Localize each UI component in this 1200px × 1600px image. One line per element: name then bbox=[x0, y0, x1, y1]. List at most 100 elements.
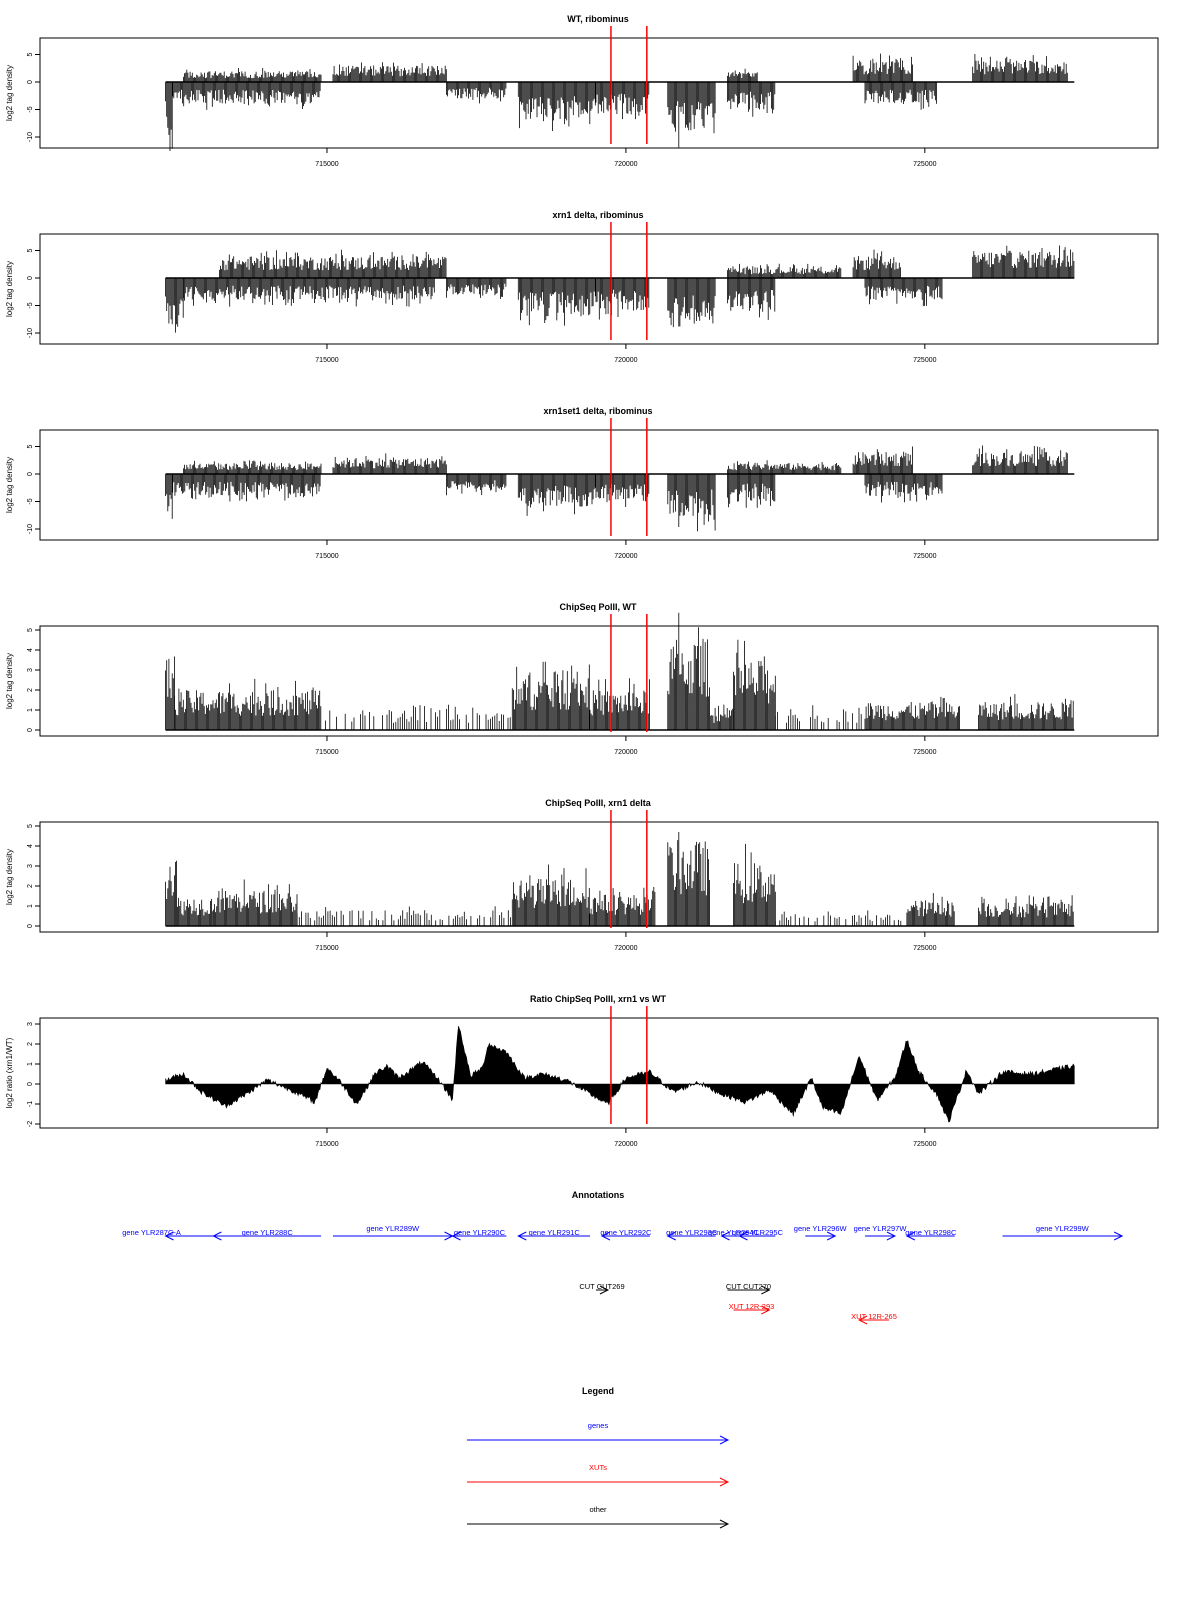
y-tick-label: -10 bbox=[27, 328, 34, 338]
x-tick-label: 725000 bbox=[913, 553, 936, 560]
plot-frame bbox=[39, 821, 1159, 933]
y-tick-label: 0 bbox=[27, 924, 34, 928]
plot-frame bbox=[39, 1017, 1159, 1129]
feature-arrow-gene-head bbox=[886, 1231, 897, 1241]
feature-label-gene: gene YLR293C bbox=[666, 1228, 718, 1237]
feature-arrow-gene-head bbox=[451, 1231, 461, 1241]
y-tick-label: 2 bbox=[27, 688, 34, 692]
ratio-area bbox=[165, 1026, 1075, 1123]
y-tick-label: 2 bbox=[27, 1042, 34, 1046]
signal-bars bbox=[165, 245, 1075, 333]
y-tick-label: 0 bbox=[27, 1082, 34, 1086]
feature-arrow-gene-head bbox=[720, 1231, 730, 1241]
chart-title: Ratio ChipSeq PolII, xrn1 vs WT bbox=[530, 994, 667, 1004]
feature-label-xut: XUT 12R-293 bbox=[729, 1302, 775, 1311]
feature-arrow-gene-head bbox=[517, 1231, 527, 1241]
x-tick-label: 715000 bbox=[315, 553, 338, 560]
data-series bbox=[165, 612, 1075, 731]
y-tick-label: 2 bbox=[27, 884, 34, 888]
y-axis-label: log2 ratio (xrn1/WT) bbox=[5, 1037, 14, 1108]
x-tick-label: 720000 bbox=[614, 357, 637, 364]
y-tick-label: 0 bbox=[27, 80, 34, 84]
feature-arrow-gene-head bbox=[905, 1231, 916, 1241]
x-tick-label: 715000 bbox=[315, 357, 338, 364]
y-tick-label: -10 bbox=[27, 524, 34, 534]
data-series bbox=[165, 1026, 1075, 1123]
x-tick-label: 720000 bbox=[614, 553, 637, 560]
legend-item-label: other bbox=[589, 1505, 607, 1514]
feature-label-other: CUT CUT270 bbox=[726, 1282, 771, 1291]
feature-label-gene: gene YLR298C bbox=[905, 1228, 957, 1237]
legend-item-arrow-head bbox=[719, 1477, 730, 1487]
plot-frame bbox=[39, 233, 1159, 345]
feature-label-gene: gene YLR292C bbox=[600, 1228, 652, 1237]
legend-item-label: XUTs bbox=[589, 1463, 607, 1472]
feature-label-xut: XUT 12R-265 bbox=[851, 1312, 897, 1321]
y-tick-label: -1 bbox=[27, 1101, 34, 1107]
x-tick-label: 725000 bbox=[913, 357, 936, 364]
y-tick-label: -5 bbox=[27, 106, 34, 112]
y-tick-label: -5 bbox=[27, 302, 34, 308]
feature-arrow-xut-head bbox=[761, 1305, 771, 1315]
chart-panel-2: xrn1 delta, ribominus log2 tag density 5 0 -… bbox=[5, 210, 1159, 364]
feature-label-other: CUT CUT269 bbox=[579, 1282, 624, 1291]
signal-bars bbox=[165, 53, 1068, 151]
y-axis-label: log2 tag density bbox=[5, 261, 14, 317]
plot-frame bbox=[39, 429, 1159, 541]
x-tick-label: 720000 bbox=[614, 749, 637, 756]
feature-arrow-gene-head bbox=[826, 1231, 837, 1241]
feature-label-gene: gene YLR289W bbox=[366, 1224, 420, 1233]
y-axis-label: log2 tag density bbox=[5, 849, 14, 905]
chart-panel-6: Ratio ChipSeq PolII, xrn1 vs WT log2 rati… bbox=[5, 994, 1159, 1148]
legend-title: Legend bbox=[582, 1386, 614, 1396]
signal-bars bbox=[165, 445, 1068, 532]
feature-arrow-gene-head bbox=[600, 1231, 611, 1241]
feature-label-gene: gene YLR297W bbox=[854, 1224, 908, 1233]
y-tick-label: 4 bbox=[27, 844, 34, 848]
y-tick-label: 1 bbox=[27, 1062, 34, 1066]
x-tick-label: 715000 bbox=[315, 1141, 338, 1148]
chart-panel-5: ChipSeq PolII, xrn1 delta log2 tag densit… bbox=[5, 798, 1159, 952]
y-tick-label: 3 bbox=[27, 864, 34, 868]
y-tick-label: 0 bbox=[27, 276, 34, 280]
chart-title: ChipSeq PolII, xrn1 delta bbox=[545, 798, 652, 808]
y-tick-label: 3 bbox=[27, 668, 34, 672]
x-tick-label: 725000 bbox=[913, 945, 936, 952]
feature-label-gene: gene YLR288C bbox=[242, 1228, 294, 1237]
annotations-title: Annotations bbox=[572, 1190, 625, 1200]
chart-title: ChipSeq PolII, WT bbox=[560, 602, 637, 612]
feature-label-gene: gene YLR294C bbox=[708, 1228, 760, 1237]
feature-arrow-gene-head bbox=[212, 1231, 222, 1241]
x-tick-label: 715000 bbox=[315, 161, 338, 168]
legend: Legend genes XUTs other bbox=[467, 1386, 730, 1529]
legend-item-arrow-head bbox=[719, 1519, 730, 1529]
feature-label-gene: gene YLR295C bbox=[732, 1228, 784, 1237]
signal-bars bbox=[165, 612, 1074, 730]
feature-label-gene: gene YLR291C bbox=[529, 1228, 581, 1237]
y-tick-label: 5 bbox=[27, 248, 34, 252]
legend-item-label: genes bbox=[588, 1421, 609, 1430]
chart-title: WT, ribominus bbox=[567, 14, 629, 24]
y-axis-label: log2 tag density bbox=[5, 457, 14, 513]
y-tick-label: 5 bbox=[27, 52, 34, 56]
feature-label-gene: gene YLR290C bbox=[454, 1228, 506, 1237]
feature-arrow-gene-head bbox=[666, 1231, 676, 1241]
y-tick-label: -5 bbox=[27, 498, 34, 504]
x-tick-label: 720000 bbox=[614, 945, 637, 952]
plot-frame bbox=[39, 625, 1159, 737]
y-axis-label: log2 tag density bbox=[5, 653, 14, 709]
y-tick-label: 5 bbox=[27, 824, 34, 828]
y-tick-label: -2 bbox=[27, 1121, 34, 1127]
chart-panel-3: xrn1set1 delta, ribominus log2 tag densit… bbox=[5, 406, 1159, 560]
feature-label-gene: gene YLR299W bbox=[1036, 1224, 1090, 1233]
feature-arrow-xut-head bbox=[857, 1315, 868, 1325]
annotations-track: Annotations gene YLR287C-A gene YLR288C gen… bbox=[122, 1190, 1124, 1325]
y-tick-label: 1 bbox=[27, 904, 34, 908]
x-tick-label: 720000 bbox=[614, 161, 637, 168]
chart-title: xrn1 delta, ribominus bbox=[552, 210, 643, 220]
chart-title: xrn1set1 delta, ribominus bbox=[543, 406, 652, 416]
x-tick-label: 715000 bbox=[315, 945, 338, 952]
chart-panel-1: WT, ribominus log2 tag density 5 0 -5 -10 7150… bbox=[5, 14, 1159, 168]
x-tick-label: 720000 bbox=[614, 1141, 637, 1148]
